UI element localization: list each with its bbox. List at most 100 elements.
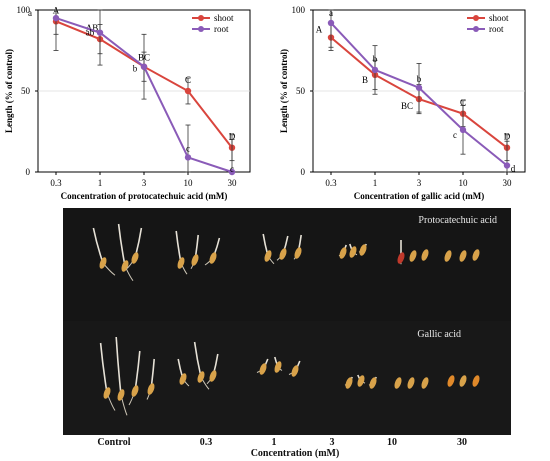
legend-label-root: root <box>489 24 504 34</box>
seed <box>291 365 299 377</box>
seed <box>359 244 367 256</box>
column-label-30: 30 <box>457 437 467 448</box>
data-point-root <box>184 154 192 161</box>
column-label-3: 3 <box>329 437 335 448</box>
significance-letter: b <box>417 74 422 84</box>
photo-title-gallic: Gallic acid <box>417 329 461 340</box>
significance-letter: b <box>133 64 138 74</box>
seed <box>131 252 139 264</box>
significance-letter: A <box>316 25 323 35</box>
series-root: a b b c d <box>327 8 516 174</box>
seed <box>345 377 353 389</box>
seedlings-protocatechuic <box>92 223 480 282</box>
seed <box>179 373 187 385</box>
x-axis-label: Concentration of protocatechuic acid (mM… <box>61 191 228 201</box>
seed <box>421 377 429 389</box>
seed <box>397 252 405 264</box>
column-label-control: Control <box>97 437 131 448</box>
data-point-root <box>52 14 60 22</box>
seed <box>121 260 129 272</box>
seed <box>407 377 415 389</box>
seed <box>459 375 467 387</box>
seed <box>259 363 267 375</box>
seed <box>209 252 217 264</box>
seed <box>409 250 417 262</box>
x-tick-label: 3 <box>142 178 147 188</box>
column-label-0-3: 0.3 <box>199 437 213 448</box>
x-tick-label: 0.3 <box>50 178 62 188</box>
significance-letter: C <box>185 75 191 85</box>
series-root: a ab b c c <box>28 8 236 176</box>
seedling-group <box>397 240 429 265</box>
data-point-root <box>96 29 104 36</box>
seedling-group <box>262 233 302 265</box>
y-axis-label: Length (% of control) <box>4 49 14 133</box>
seedling-group <box>444 249 480 262</box>
seed <box>147 383 155 395</box>
seedling-group <box>344 374 377 389</box>
seed <box>357 375 365 387</box>
shoot <box>117 223 126 267</box>
x-axis-label: Concentration of gallic acid (mM) <box>354 191 484 201</box>
photo-panel-gallic: Gallic acid <box>63 321 511 435</box>
significance-letter: D <box>504 132 511 142</box>
x-tick-label: 10 <box>184 178 194 188</box>
data-point-root <box>140 63 148 70</box>
photo-caption: Concentration (mM) <box>250 448 340 459</box>
y-tick-label: 100 <box>292 5 306 15</box>
data-point-root <box>327 19 335 27</box>
column-label-10: 10 <box>387 437 397 448</box>
seed <box>394 377 402 389</box>
seedling-group <box>177 341 219 390</box>
x-tick-label: 30 <box>503 178 513 188</box>
seed <box>191 254 199 266</box>
seed <box>209 370 217 382</box>
seed <box>472 375 480 387</box>
y-tick-label: 100 <box>17 5 31 15</box>
data-point-shoot <box>184 87 192 95</box>
seed <box>294 247 302 259</box>
x-tick-label: 0.3 <box>325 178 337 188</box>
legend-marker-root <box>473 26 479 32</box>
shoot <box>115 336 122 396</box>
seedling-group <box>256 356 301 377</box>
significance-letter: c <box>453 130 457 140</box>
legend-label-shoot: shoot <box>489 13 509 23</box>
seed <box>131 385 139 397</box>
data-point-root <box>228 168 236 176</box>
data-point-root <box>415 84 423 91</box>
legend-label-root: root <box>214 24 229 34</box>
seed <box>339 247 347 259</box>
significance-letter: B <box>362 75 368 85</box>
data-point-root <box>459 126 467 134</box>
y-tick-label: 50 <box>21 86 31 96</box>
shoot <box>92 227 104 264</box>
seed <box>472 249 480 261</box>
x-tick-label: 1 <box>373 178 378 188</box>
series-shoot: A B BC C D <box>316 24 511 162</box>
x-tick-label: 3 <box>417 178 422 188</box>
seed <box>444 250 452 262</box>
seed <box>103 387 111 399</box>
seed <box>117 389 125 401</box>
significance-letter: c <box>230 164 234 174</box>
x-tick-label: 1 <box>98 178 103 188</box>
seed <box>447 375 455 387</box>
significance-letter: D <box>229 132 236 142</box>
seed <box>349 246 357 258</box>
seedling-group <box>92 223 143 282</box>
y-tick-label: 0 <box>301 167 306 177</box>
seed <box>274 361 282 373</box>
shoot <box>175 230 182 264</box>
column-label-1: 1 <box>271 437 277 448</box>
data-point-root <box>503 162 511 169</box>
seedling-group <box>338 243 367 259</box>
seedling-group <box>99 336 155 416</box>
significance-letter: AB <box>86 23 99 33</box>
y-tick-label: 50 <box>296 86 306 96</box>
significance-letter: d <box>511 164 516 174</box>
photo-panel-protocatechuic: Protocatechuic acid <box>63 208 511 321</box>
seedlings-gallic <box>99 336 480 416</box>
seed <box>177 257 185 269</box>
seed <box>369 377 377 389</box>
